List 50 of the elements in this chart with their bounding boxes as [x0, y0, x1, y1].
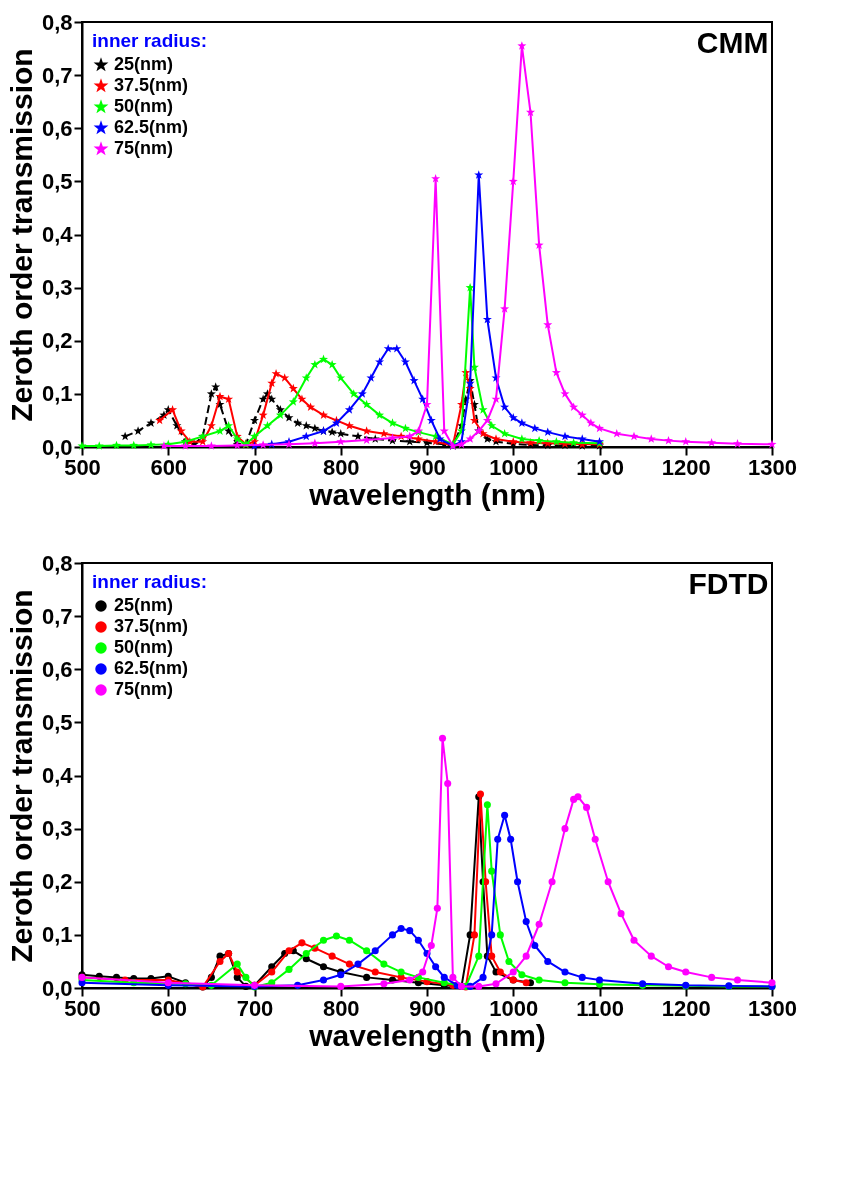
x-tick-label: 1300 [748, 995, 797, 1021]
legend-label: 50(nm) [114, 96, 174, 116]
y-tick-label: 0,1 [41, 922, 73, 948]
y-tick-label: 0,8 [41, 9, 73, 35]
legend-label: 50(nm) [114, 637, 174, 657]
x-tick-label: 700 [236, 995, 274, 1021]
y-tick-label: 0,4 [41, 763, 74, 788]
x-tick-label: 800 [322, 454, 360, 480]
x-tick-label: 600 [150, 454, 188, 480]
legend-label: 62.5(nm) [114, 117, 189, 137]
x-tick-label: 1200 [661, 454, 711, 480]
y-tick-label: 0,6 [41, 656, 73, 682]
x-tick-label: 900 [409, 995, 446, 1021]
x-tick-label: 1100 [576, 454, 624, 480]
legend-label: 37.5(nm) [114, 75, 189, 95]
y-tick-label: 0,3 [41, 275, 73, 301]
y-axis-title: Zeroth order transmission [4, 589, 38, 963]
y-tick-label: 0,4 [41, 222, 74, 247]
legend-label: 75(nm) [114, 138, 174, 158]
legend-label: 37.5(nm) [114, 616, 189, 636]
y-tick-label: 0,6 [41, 115, 73, 141]
x-axis-title: wavelength (nm) [308, 1018, 546, 1052]
chart-title: CMM [696, 26, 769, 59]
x-tick-label: 900 [409, 454, 446, 480]
y-tick-label: 0,8 [41, 550, 73, 576]
y-tick-label: 0,3 [41, 816, 73, 842]
legend-title: inner radius: [92, 571, 208, 592]
y-tick-label: 0,5 [41, 709, 73, 735]
x-tick-label: 1000 [489, 454, 539, 480]
legend-label: 25(nm) [114, 54, 174, 74]
y-tick-label: 0,7 [41, 62, 73, 88]
y-tick-label: 0,7 [41, 603, 73, 629]
x-tick-label: 1200 [661, 995, 711, 1021]
legend-label: 62.5(nm) [114, 658, 189, 678]
y-tick-label: 0,2 [41, 328, 73, 354]
x-axis-title: wavelength (nm) [308, 477, 546, 511]
y-tick-label: 0,1 [41, 381, 73, 407]
legend-label: 25(nm) [114, 595, 174, 615]
x-tick-label: 1300 [748, 454, 797, 480]
x-tick-label: 800 [322, 995, 360, 1021]
y-tick-label: 0,2 [41, 869, 73, 895]
y-axis-title: Zeroth order transmission [4, 48, 38, 422]
legend-label: 75(nm) [114, 679, 174, 699]
legend-title: inner radius: [92, 30, 208, 51]
x-tick-label: 1100 [576, 995, 624, 1021]
x-tick-label: 600 [150, 995, 188, 1021]
chart-title: FDTD [688, 567, 769, 600]
x-tick-label: 700 [236, 454, 274, 480]
y-tick-label: 0,5 [41, 168, 73, 194]
x-tick-label: 1000 [489, 995, 539, 1021]
